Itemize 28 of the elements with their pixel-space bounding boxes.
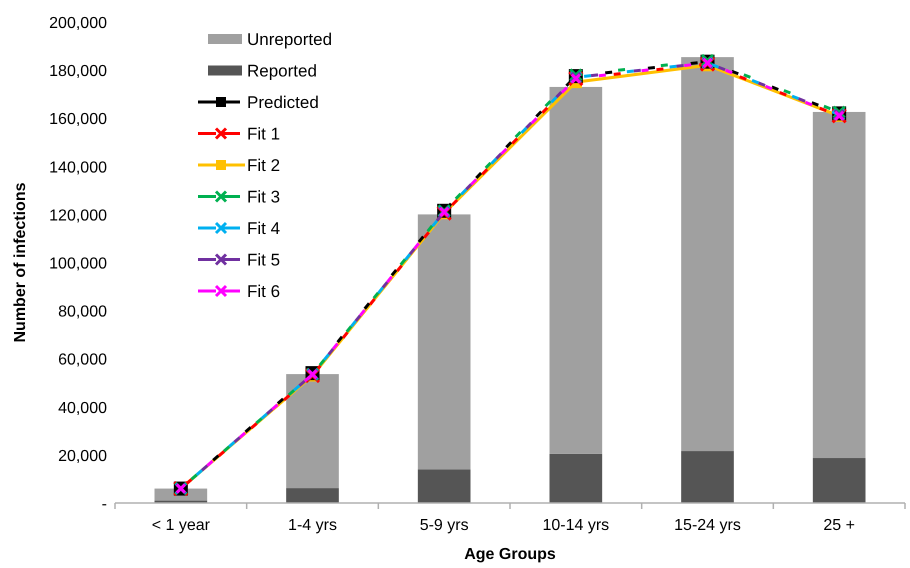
legend-label: Unreported bbox=[247, 30, 332, 49]
y-tick-label: 160,000 bbox=[49, 111, 108, 128]
y-axis-title: Number of infections bbox=[12, 182, 29, 343]
y-tick-label: 40,000 bbox=[58, 400, 108, 417]
x-axis-title: Age Groups bbox=[464, 546, 556, 563]
x-tick-label: 1-4 yrs bbox=[288, 517, 337, 534]
legend-label: Fit 5 bbox=[247, 250, 280, 270]
legend-label: Fit 3 bbox=[247, 188, 280, 206]
y-tick-label: - bbox=[102, 496, 107, 513]
legend-label: Fit 1 bbox=[247, 124, 280, 144]
x-tick-label: 5-9 yrs bbox=[420, 517, 469, 534]
legend-label: Fit 2 bbox=[247, 156, 280, 175]
y-tick-label: 120,000 bbox=[49, 207, 108, 224]
y-tick-label: 20,000 bbox=[58, 448, 108, 465]
x-tick-label: < 1 year bbox=[152, 517, 211, 534]
legend-label: Fit 6 bbox=[247, 282, 280, 301]
legend-label: Reported bbox=[247, 62, 317, 80]
y-tick-label: 180,000 bbox=[49, 63, 108, 80]
legend-label: Fit 4 bbox=[247, 219, 280, 238]
legend-label: Predicted bbox=[247, 93, 319, 112]
y-tick-label: 100,000 bbox=[49, 256, 108, 272]
y-tick-label: 140,000 bbox=[49, 159, 108, 176]
x-tick-label: 15-24 yrs bbox=[674, 517, 741, 534]
y-tick-label: 80,000 bbox=[58, 304, 108, 321]
y-tick-label: 60,000 bbox=[58, 352, 108, 369]
x-tick-label: 25 + bbox=[823, 517, 855, 534]
y-tick-label: 200,000 bbox=[49, 15, 108, 32]
x-tick-label: 10-14 yrs bbox=[542, 517, 610, 534]
